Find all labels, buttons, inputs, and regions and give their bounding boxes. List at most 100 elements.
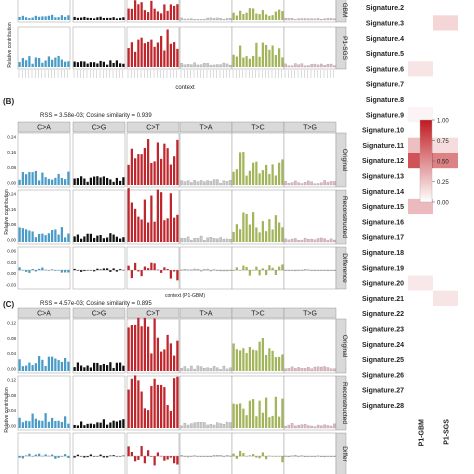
bar	[143, 266, 146, 271]
row-label: Original	[341, 335, 348, 358]
bar	[169, 456, 172, 458]
bar	[93, 456, 96, 457]
y-tick-label: 0.06	[7, 249, 16, 254]
bar	[173, 217, 176, 242]
bar	[73, 16, 76, 20]
heat-cell	[408, 260, 433, 276]
bar	[271, 15, 274, 20]
y-tick-label: 0.08	[7, 222, 16, 227]
y-tick-label: 0.00	[7, 271, 16, 276]
bar	[313, 426, 317, 429]
y-tick-label: 0.24	[7, 192, 16, 197]
bar	[294, 368, 297, 372]
bar	[156, 269, 159, 271]
bar	[76, 62, 79, 67]
bar	[284, 181, 287, 186]
bar	[258, 14, 261, 20]
bar	[83, 425, 86, 428]
facet-panel	[179, 318, 233, 374]
bar	[258, 341, 261, 371]
bar	[137, 39, 140, 67]
heat-cell	[433, 168, 458, 184]
bar	[160, 158, 163, 185]
bar	[150, 162, 153, 185]
bar	[160, 270, 163, 273]
bar	[119, 238, 122, 242]
bar	[203, 63, 206, 68]
strip-label-1: C>G	[92, 311, 107, 318]
bar	[166, 456, 169, 460]
bar	[67, 233, 70, 242]
bar	[86, 365, 89, 371]
bar	[303, 237, 307, 243]
bar	[245, 266, 248, 271]
bar	[137, 456, 140, 460]
bar	[206, 367, 209, 372]
bar	[248, 58, 251, 67]
bar	[252, 55, 255, 67]
bar	[196, 365, 200, 372]
bar	[326, 181, 330, 186]
strip-label-5: T>G	[303, 125, 317, 132]
bar	[57, 420, 60, 428]
bar	[265, 355, 268, 371]
bar	[54, 270, 57, 271]
bar	[235, 15, 238, 20]
bar	[21, 57, 24, 67]
bar	[64, 237, 67, 242]
bar	[160, 192, 163, 242]
bar	[34, 15, 37, 20]
bar	[176, 340, 179, 371]
bar	[265, 270, 268, 276]
bar	[60, 270, 63, 273]
bar	[297, 18, 300, 21]
bar	[190, 365, 193, 372]
bar	[166, 10, 169, 20]
bar	[93, 362, 96, 371]
bar	[248, 455, 251, 457]
bar	[96, 456, 99, 457]
bar	[89, 233, 92, 242]
bar	[54, 177, 57, 185]
bar	[28, 421, 31, 428]
bar	[186, 180, 190, 186]
bar	[252, 454, 255, 457]
bar	[76, 425, 79, 428]
bar	[242, 408, 245, 428]
bar	[219, 369, 222, 372]
bar	[28, 171, 31, 185]
bar	[102, 18, 105, 20]
colorbar	[419, 119, 433, 203]
signature-label: Signature.10	[362, 128, 404, 135]
bar	[245, 12, 248, 20]
bar	[44, 60, 47, 67]
signature-label: Signature.24	[362, 342, 404, 349]
bar	[166, 29, 169, 67]
bar	[38, 356, 41, 371]
bar	[199, 235, 203, 243]
bar	[60, 361, 63, 371]
bar	[265, 164, 268, 185]
bar	[93, 176, 96, 185]
bar	[183, 181, 187, 186]
heat-cell	[433, 229, 458, 245]
bar	[99, 16, 102, 20]
bar	[57, 270, 60, 271]
bar	[183, 18, 187, 21]
bar	[119, 269, 122, 271]
bar	[163, 143, 166, 185]
bar	[51, 230, 54, 242]
bar	[290, 65, 294, 68]
bar	[60, 456, 63, 457]
bar	[54, 420, 57, 428]
facet-panel	[283, 432, 337, 474]
bar	[54, 358, 57, 371]
row-label: Differ	[341, 446, 348, 462]
signature-label: Signature.22	[362, 311, 404, 318]
top-x-axis-label: context	[175, 85, 195, 91]
bar	[156, 452, 159, 457]
bar	[102, 268, 105, 271]
bar	[67, 270, 70, 273]
bar	[122, 177, 125, 185]
bar	[242, 265, 245, 271]
